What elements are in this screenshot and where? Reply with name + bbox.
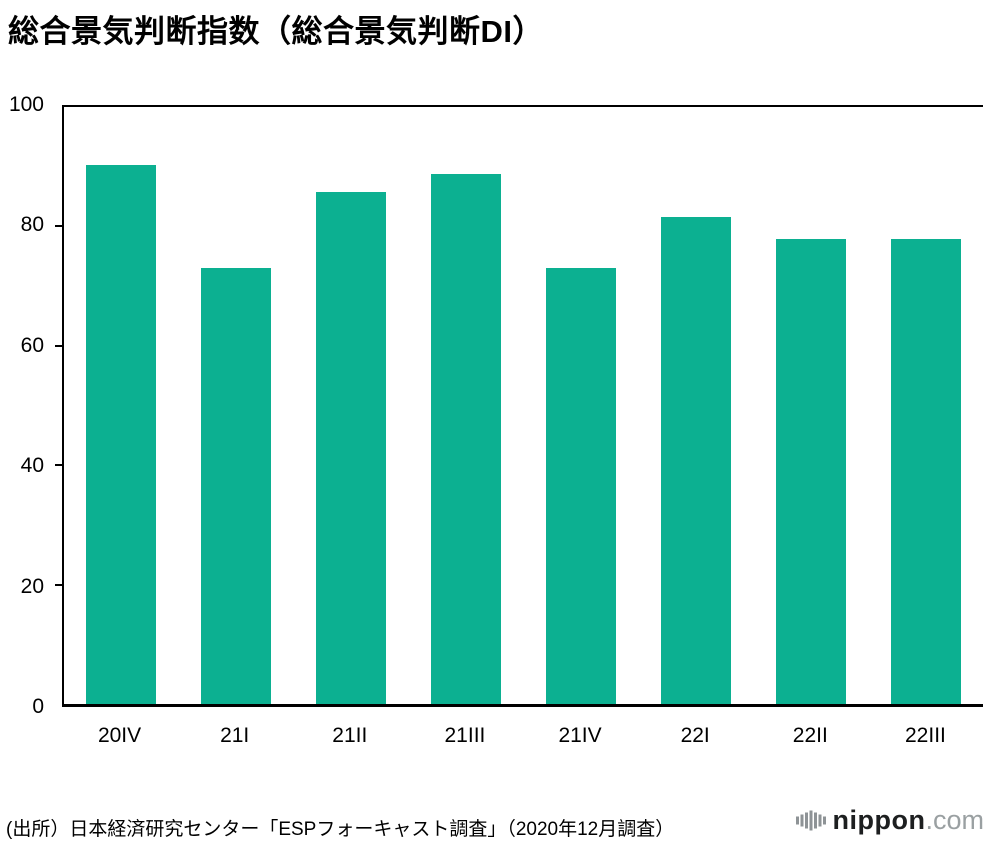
y-tick-mark	[55, 464, 64, 467]
y-tick-label: 20	[20, 574, 44, 598]
nippon-logo: nippon.com	[795, 805, 984, 836]
bar-21IV	[545, 268, 616, 704]
logo-text-com: .com	[925, 805, 984, 835]
bar-22III	[890, 238, 961, 704]
bar-slot	[179, 107, 294, 704]
x-axis-label: 22II	[792, 724, 828, 747]
bar-slot	[868, 107, 983, 704]
x-axis-label: 20IV	[97, 724, 142, 747]
bars	[64, 107, 983, 704]
y-tick-mark	[55, 344, 64, 347]
y-tick-label: 60	[20, 333, 44, 357]
plot-area	[55, 105, 983, 707]
bar-21I	[201, 268, 272, 704]
bar-20IV	[86, 164, 157, 704]
bar-21II	[316, 191, 387, 704]
x-axis-label: 21IV	[558, 724, 602, 747]
source-note: (出所）日本経済研究センター「ESPフォーキャスト調査」（2020年12月調査）	[6, 819, 675, 841]
bar-22II	[775, 238, 846, 704]
logo-text-nippon: nippon	[832, 805, 926, 835]
bar-22I	[660, 217, 731, 704]
x-axis-label: 21II	[332, 724, 368, 747]
x-axis-label: 22I	[680, 724, 710, 747]
y-tick-label: 100	[8, 93, 44, 116]
bar-slot	[524, 107, 639, 704]
x-axis-labels: 20IV 21I 21II 21III 21IV 22I 22II 22III	[62, 710, 983, 748]
bar-slot	[638, 107, 753, 704]
bar-21III	[431, 173, 502, 704]
bar-slot	[64, 107, 179, 704]
chart-title: 総合景気判断指数（総合景気判断DI）	[8, 14, 544, 49]
bar-slot	[753, 107, 868, 704]
x-axis-label: 22III	[905, 724, 946, 747]
y-tick-mark	[55, 225, 64, 228]
y-tick-label: 40	[20, 454, 44, 478]
bar-slot	[409, 107, 524, 704]
y-tick-label: 80	[20, 213, 44, 237]
x-axis-label: 21III	[444, 724, 486, 747]
y-tick-label: 0	[32, 695, 44, 718]
x-axis-label: 21I	[220, 724, 250, 747]
audio-bars-icon	[795, 810, 826, 831]
y-axis-labels: 0 20 40 60 80 100	[0, 93, 54, 718]
y-tick-mark	[55, 583, 64, 586]
bar-slot	[294, 107, 409, 704]
